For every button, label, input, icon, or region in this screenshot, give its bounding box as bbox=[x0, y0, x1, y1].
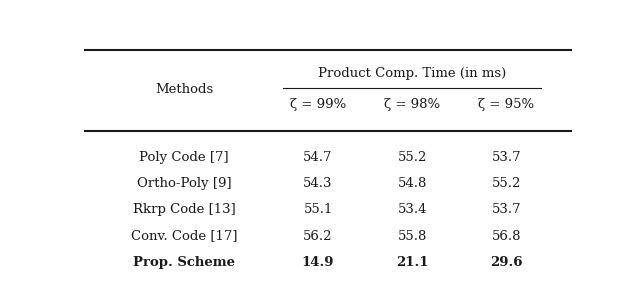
Text: Methods: Methods bbox=[155, 83, 213, 95]
Text: Ortho-Poly [9]: Ortho-Poly [9] bbox=[137, 177, 232, 190]
Text: ζ = 98%: ζ = 98% bbox=[384, 98, 440, 111]
Text: 14.9: 14.9 bbox=[302, 256, 334, 269]
Text: ζ = 99%: ζ = 99% bbox=[290, 98, 346, 111]
Text: Rkrp Code [13]: Rkrp Code [13] bbox=[132, 203, 236, 216]
Text: 53.7: 53.7 bbox=[492, 150, 522, 164]
Text: 54.3: 54.3 bbox=[303, 177, 333, 190]
Text: 55.8: 55.8 bbox=[397, 230, 427, 243]
Text: Conv. Code [17]: Conv. Code [17] bbox=[131, 230, 237, 243]
Text: Prop. Scheme: Prop. Scheme bbox=[133, 256, 235, 269]
Text: 55.1: 55.1 bbox=[303, 203, 333, 216]
Text: 53.4: 53.4 bbox=[397, 203, 427, 216]
Text: 56.2: 56.2 bbox=[303, 230, 333, 243]
Text: 54.7: 54.7 bbox=[303, 150, 333, 164]
Text: ζ = 95%: ζ = 95% bbox=[479, 98, 534, 111]
Text: 21.1: 21.1 bbox=[396, 256, 429, 269]
Text: 29.6: 29.6 bbox=[490, 256, 523, 269]
Text: 54.8: 54.8 bbox=[397, 177, 427, 190]
Text: Product Comp. Time (in ms): Product Comp. Time (in ms) bbox=[318, 67, 506, 80]
Text: 56.8: 56.8 bbox=[492, 230, 522, 243]
Text: 55.2: 55.2 bbox=[397, 150, 427, 164]
Text: 53.7: 53.7 bbox=[492, 203, 522, 216]
Text: 55.2: 55.2 bbox=[492, 177, 521, 190]
Text: Poly Code [7]: Poly Code [7] bbox=[140, 150, 229, 164]
